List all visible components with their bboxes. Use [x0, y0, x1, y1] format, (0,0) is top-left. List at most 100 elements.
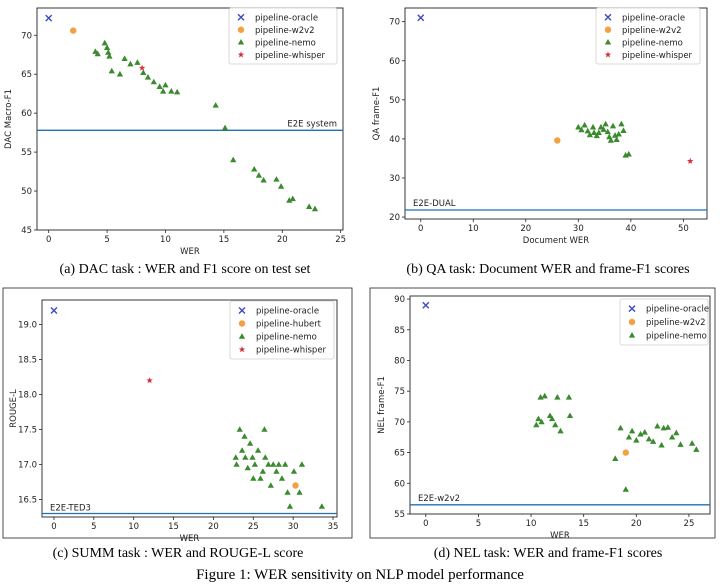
legend-pipeline-w2v2-label: pipeline-w2v2: [646, 318, 706, 328]
x-tick-label: 0: [418, 224, 423, 234]
pipeline-oracle-point: [422, 301, 430, 309]
figure-caption: Figure 1: WER sensitivity on NLP model p…: [196, 567, 524, 583]
x-tick-label: 20: [520, 224, 531, 234]
pipeline-nemo-point: [625, 150, 632, 157]
panel-summ-chart: 0 5 10 15 20 25 30 35 16.5 17.0 17.5 18.0 18.5 19.0 WE…: [2, 287, 353, 544]
pipeline-nemo-point: [650, 438, 657, 444]
legend-pipeline-oracle-label: pipeline-oracle: [255, 13, 318, 23]
pipeline-nemo-point: [664, 424, 672, 430]
pipeline-nemo-point: [286, 197, 293, 203]
y-tick-label: 85: [394, 326, 405, 336]
pipeline-nemo-point: [236, 426, 243, 432]
pipeline-nemo-point: [156, 83, 163, 89]
reference-line-label: E2E-w2v2: [418, 494, 460, 504]
pipeline-nemo-point: [613, 136, 620, 142]
legend-pipeline-whisper-marker: [238, 346, 246, 353]
pipeline-nemo-point: [101, 39, 108, 46]
pipeline-nemo-point: [554, 394, 561, 400]
y-tick-label: 60: [394, 479, 405, 489]
x-tick-label: 5: [476, 519, 481, 529]
pipeline-nemo-point: [230, 156, 237, 163]
legend-box: [228, 7, 338, 65]
x-tick-label: 50: [678, 224, 689, 234]
pipeline-nemo-point: [244, 464, 251, 471]
y-tick-label: 90: [394, 295, 405, 305]
x-tick-label: 15: [168, 522, 179, 532]
pipeline-nemo-point: [693, 446, 700, 452]
pipeline-w2v2-point: [622, 449, 629, 456]
y-tick-label: 50: [389, 96, 400, 106]
x-axis-label: WER: [550, 531, 570, 541]
y-tick-label: 20: [389, 213, 400, 223]
pipeline-nemo-point: [273, 468, 280, 474]
pipeline-nemo-point: [259, 468, 266, 474]
pipeline-nemo-point: [221, 124, 229, 131]
pipeline-nemo-point: [246, 440, 254, 446]
pipeline-nemo-point: [242, 454, 249, 460]
x-tick-label: 5: [91, 522, 96, 532]
x-tick-label: 10: [526, 519, 537, 529]
pipeline-nemo-point: [273, 176, 280, 182]
y-tick-label: 70: [389, 18, 400, 28]
legend-pipeline-oracle-marker: [238, 307, 246, 314]
legend-pipeline-hubert-label: pipeline-hubert: [256, 320, 322, 330]
x-tick-label: 25: [335, 235, 346, 245]
pipeline-nemo-point: [270, 461, 277, 467]
legend-pipeline-w2v2-label: pipeline-w2v2: [622, 26, 682, 36]
pipeline-nemo-point: [116, 70, 124, 77]
pipeline-nemo-point: [103, 44, 111, 51]
pipeline-w2v2-point: [554, 137, 561, 144]
pipeline-nemo-point: [105, 49, 112, 55]
pipeline-nemo-point: [290, 468, 298, 474]
pipeline-nemo-point: [589, 123, 597, 130]
x-tick-label: 25: [684, 519, 695, 529]
pipeline-nemo-point: [565, 394, 573, 400]
x-tick-label: 0: [51, 522, 56, 532]
pipeline-nemo-point: [584, 127, 591, 134]
legend-pipeline-w2v2-label: pipeline-w2v2: [255, 26, 315, 36]
pipeline-nemo-point: [254, 447, 262, 453]
panel-nel-chart: 0 5 10 15 20 25 55 60 65 70 75 80 85 90 WER NEL frame-F…: [369, 287, 716, 541]
x-axis-label: WER: [180, 247, 200, 257]
x-tick-label: 20: [631, 519, 642, 529]
y-axis-label: QA frame-F1: [372, 87, 382, 141]
legend-pipeline-nemo-label: pipeline-nemo: [622, 38, 683, 48]
pipeline-nemo-point: [284, 489, 291, 495]
x-tick-label: 0: [46, 235, 51, 245]
pipeline-nemo-point: [586, 131, 594, 138]
pipeline-nemo-point: [255, 172, 263, 178]
x-axis-label: WER: [180, 534, 200, 544]
pipeline-nemo-point: [641, 429, 648, 435]
pipeline-nemo-point: [174, 88, 181, 95]
y-tick-label: 60: [389, 57, 400, 67]
pipeline-nemo-point: [622, 486, 629, 492]
pipeline-nemo-point: [275, 461, 282, 467]
pipeline-nemo-point: [233, 461, 240, 467]
pipeline-nemo-point: [298, 461, 306, 467]
pipeline-nemo-point: [637, 430, 644, 437]
legend-pipeline-whisper-label: pipeline-whisper: [256, 346, 327, 356]
pipeline-nemo-point: [575, 123, 582, 130]
pipeline-nemo-point: [261, 426, 268, 432]
reference-line-label: E2E system: [287, 119, 337, 129]
pipeline-oracle-point: [417, 14, 425, 22]
y-tick-label: 45: [21, 226, 32, 236]
legend-pipeline-whisper-label: pipeline-whisper: [255, 51, 326, 61]
legend-pipeline-nemo-label: pipeline-nemo: [255, 38, 316, 48]
y-tick-label: 70: [21, 31, 32, 41]
pipeline-nemo-point: [121, 55, 128, 61]
x-tick-label: 35: [328, 522, 339, 532]
pipeline-nemo-point: [305, 203, 313, 209]
pipeline-nemo-point: [620, 127, 627, 134]
pipeline-nemo-point: [609, 122, 617, 129]
pipeline-whisper-point: [686, 157, 694, 164]
legend-pipeline-w2v2-marker: [604, 26, 612, 33]
x-tick-label: 20: [277, 235, 288, 245]
pipeline-nemo-point: [566, 412, 574, 419]
y-axis-label: ROUGE-L: [9, 389, 19, 428]
pipeline-nemo-point: [578, 126, 585, 133]
pipeline-nemo-point: [628, 427, 636, 434]
legend-pipeline-nemo-marker: [237, 38, 245, 45]
pipeline-nemo-point: [552, 421, 559, 428]
pipeline-nemo-point: [289, 195, 296, 202]
